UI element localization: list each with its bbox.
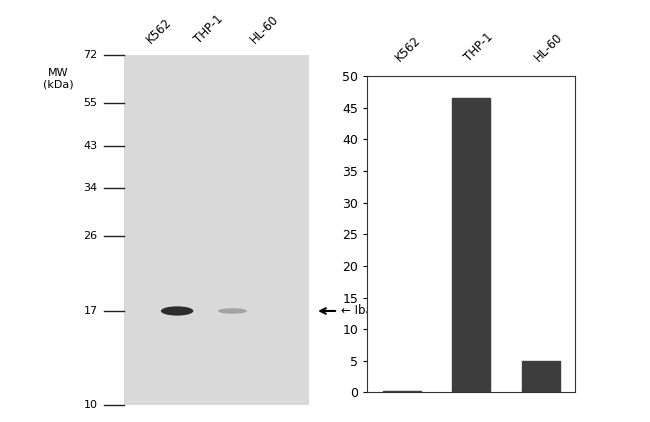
Bar — [383, 391, 421, 392]
Text: 26: 26 — [83, 230, 98, 241]
Text: ← Iba1 antibody [HL22]: ← Iba1 antibody [HL22] — [341, 304, 480, 317]
Bar — [124, 55, 309, 405]
Ellipse shape — [218, 308, 247, 314]
Bar — [521, 361, 560, 392]
Text: THP-1: THP-1 — [462, 31, 496, 65]
Text: 10: 10 — [83, 400, 98, 410]
Bar — [452, 98, 490, 392]
Text: HL-60: HL-60 — [532, 31, 565, 65]
Text: 34: 34 — [83, 183, 98, 193]
Ellipse shape — [161, 306, 194, 316]
Text: THP-1: THP-1 — [192, 13, 226, 46]
Text: HL-60: HL-60 — [248, 13, 281, 46]
Text: 55: 55 — [83, 97, 98, 108]
Text: MW
(kDa): MW (kDa) — [43, 68, 74, 89]
Text: 72: 72 — [83, 50, 98, 60]
Text: K562: K562 — [144, 16, 174, 46]
Text: 43: 43 — [83, 141, 98, 151]
Text: K562: K562 — [393, 34, 423, 65]
Text: 17: 17 — [83, 306, 98, 316]
